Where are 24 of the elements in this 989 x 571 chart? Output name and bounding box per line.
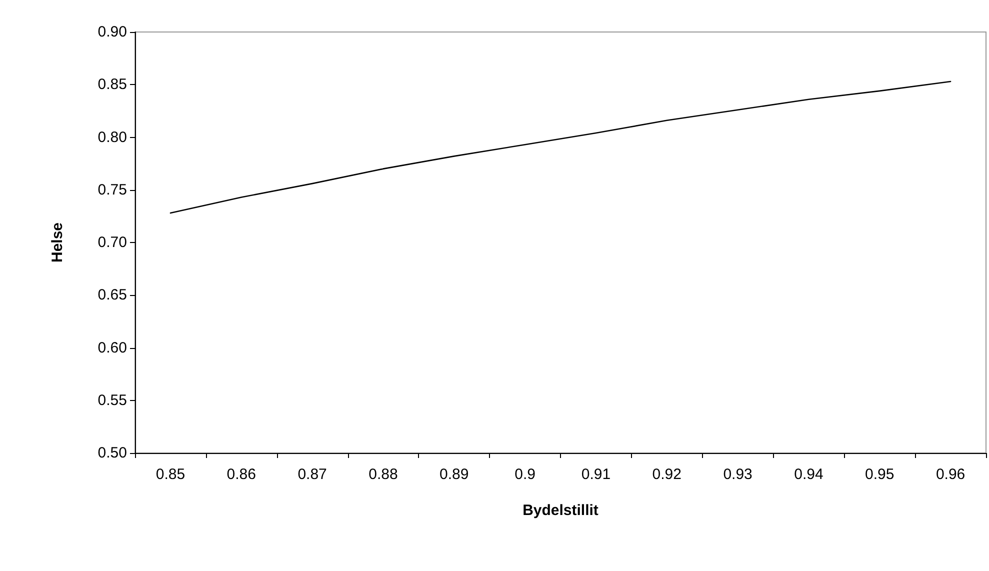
x-tick-label: 0.91 (581, 466, 611, 483)
x-tick-label: 0.9 (514, 466, 536, 483)
x-tick-label: 0.95 (865, 466, 894, 483)
y-tick-label: 0.75 (98, 181, 127, 198)
y-tick-label: 0.50 (98, 444, 127, 462)
y-tick-label: 0.90 (98, 24, 127, 40)
x-tick-label: 0.85 (156, 466, 186, 483)
x-tick-label: 0.89 (440, 466, 469, 483)
y-tick-label: 0.80 (98, 128, 127, 146)
y-tick-label: 0.70 (98, 234, 127, 251)
x-tick-label: 0.96 (936, 466, 966, 483)
y-axis-title: Helse (49, 222, 66, 263)
line-series (170, 80, 952, 214)
y-tick-label: 0.65 (98, 286, 127, 304)
x-tick-label: 0.93 (723, 466, 752, 483)
x-axis-title: Bydelstillit (522, 502, 598, 519)
y-tick-label: 0.55 (98, 392, 127, 409)
x-tick-label: 0.92 (652, 466, 682, 483)
y-tick-label: 0.60 (98, 339, 127, 356)
x-tick-label: 0.86 (226, 466, 256, 483)
x-tick-label: 0.88 (368, 466, 398, 483)
x-tick-label: 0.87 (298, 466, 327, 483)
x-tick-label: 0.94 (794, 466, 824, 483)
y-tick-label: 0.85 (98, 76, 127, 94)
